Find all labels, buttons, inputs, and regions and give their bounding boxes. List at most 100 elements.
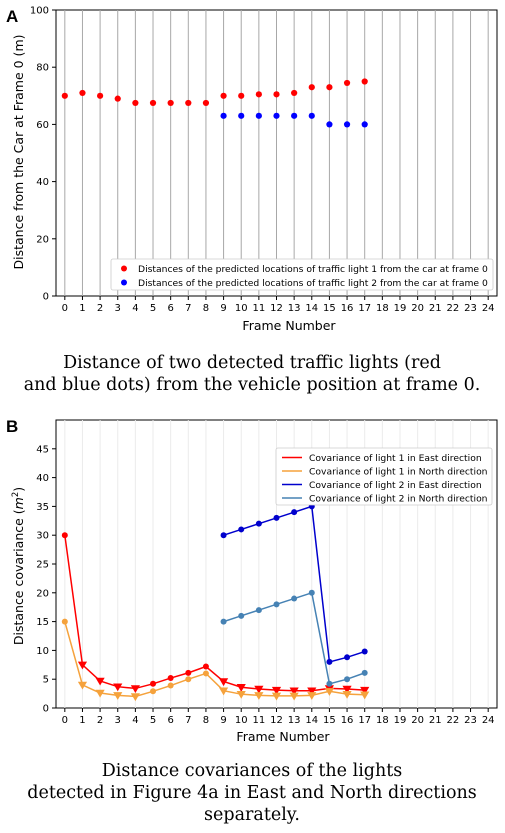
panel-b-x-tick-label: 12 (270, 715, 283, 726)
panel-b-series-0-point (95, 677, 105, 686)
panel-b-series-1-point (236, 690, 246, 699)
panel-b-y-axis-label-unit: m (11, 497, 26, 509)
panel-b-series-2-point (220, 532, 227, 539)
panel-b-y-tick-label: 25 (36, 560, 49, 571)
panel-a-series-0-point (185, 99, 192, 107)
panel-a-series-1-point (326, 121, 333, 128)
panel-a-series-0-point (61, 92, 68, 99)
panel-b-legend-label-light1-east: Covariance of light 1 in East direction (309, 453, 482, 464)
panel-b-x-tick-label: 6 (167, 715, 173, 726)
panel-b-x-tick-label: 22 (447, 715, 460, 726)
panel-a-x-tick-label: 10 (235, 303, 248, 314)
panel-a-series-0-point (132, 99, 139, 107)
panel-b-x-tick-label: 13 (288, 715, 301, 726)
panel-b-series-1-point (95, 689, 105, 698)
panel-b-series-0-point (271, 686, 282, 695)
panel-b-y-tick-label: 15 (36, 617, 49, 628)
panel-a-series-1-point (273, 112, 280, 119)
panel-a-x-tick-label: 17 (358, 303, 371, 314)
panel-b-marks (61, 503, 370, 702)
panel-a-x-tick-label: 7 (185, 303, 191, 314)
panel-b-x-tick-label: 2 (97, 715, 103, 726)
panel-b-series-1-point (113, 692, 123, 700)
panel-a-series-0-point (202, 99, 210, 107)
panel-b-y-tick-label: 5 (43, 675, 49, 686)
panel-a-y-tick-label: 80 (36, 63, 49, 74)
panel-b-series-0-point (236, 684, 246, 692)
panel-b-y-tick-label: 40 (36, 473, 49, 484)
panel-a-letter: A (6, 7, 18, 26)
panel-b-y-ticks: 0 5 10 15 20 25 30 35 40 45 (36, 444, 56, 715)
panel-a-grid (64, 10, 489, 296)
panel-a-x-tick-label: 16 (341, 303, 354, 314)
panel-b-x-axis-label: Frame Number (236, 729, 330, 744)
panel-b-x-tick-label: 10 (235, 715, 248, 726)
panel-b-x-tick-label: 21 (429, 715, 442, 726)
panel-a-x-tick-label: 14 (305, 303, 318, 314)
panel-a-series-0-point (79, 89, 86, 97)
panel-b-y-axis-label-main: Distance covariance ( (11, 509, 26, 645)
panel-a-x-ticks: 0 1 2 3 4 5 6 7 8 9 10 11 12 13 14 15 16 17 18 19 20 21 22 23 24 (62, 296, 495, 314)
panel-b-legend-label-light1-north: Covariance of light 1 in North direction (309, 467, 488, 478)
panel-b-series-0-point (113, 683, 123, 692)
panel-a-x-tick-label: 2 (97, 303, 103, 314)
panel-b-series-0-point (342, 685, 352, 694)
panel-b-series-1-point (342, 690, 352, 699)
panel-b-series-1-point (185, 676, 192, 683)
panel-b-y-tick-label: 45 (36, 444, 49, 455)
panel-b-series-0-point (185, 669, 192, 676)
panel-a-series-1-point (308, 112, 315, 119)
panel-a-series-0-point (255, 91, 262, 98)
panel-a-series-1-point (220, 112, 227, 119)
panel-b-series-0-point (130, 685, 140, 694)
panel-a-y-tick-label: 40 (36, 177, 49, 188)
panel-b-series-0-point (218, 678, 229, 687)
panel-a-series-0-point (149, 99, 157, 107)
panel-b-series-2-point (344, 654, 351, 661)
panel-a-y-tick-label: 20 (36, 234, 49, 245)
panel-b-y-tick-label: 20 (36, 588, 49, 599)
panel-b-series-3-point (291, 595, 298, 602)
panel-b-x-tick-label: 15 (323, 715, 336, 726)
panel-b-x-tick-label: 16 (341, 715, 354, 726)
panel-b-y-axis-label: Distance covariance (m2) (11, 487, 26, 645)
panel-b-series-1-point (324, 688, 335, 696)
panel-b-series-2-point (361, 648, 368, 655)
panel-a-legend-label-light2: Distances of the predicted locations of … (138, 278, 488, 289)
panel-a-x-tick-label: 22 (447, 303, 460, 314)
panel-b-series-3-point (308, 589, 315, 596)
panel-a-series-0-point (273, 91, 280, 98)
panel-b-letter: B (6, 417, 18, 436)
panel-a-x-tick-label: 21 (429, 303, 442, 314)
panel-b-series-1-point (202, 670, 209, 677)
panel-b-series-1-point (360, 691, 370, 700)
panel-b-series-1-point (130, 693, 140, 702)
panel-a-series-0-point (361, 78, 368, 85)
panel-b-y-axis-label-end: ) (11, 487, 26, 492)
panel-b-series-3-point (326, 680, 333, 687)
panel-a-series-0-point (326, 84, 333, 91)
panel-b-series-0-point (77, 661, 88, 670)
panel-a-legend: Distances of the predicted locations of … (110, 258, 494, 291)
panel-a-marks (61, 78, 368, 128)
panel-b-series-1-point (307, 692, 317, 700)
panel-b-series-3-point (344, 676, 351, 683)
panel-b-x-tick-label: 17 (358, 715, 371, 726)
panel-b-x-tick-label: 3 (115, 715, 121, 726)
panel-a-series-0-point (238, 92, 245, 99)
panel-b-series-0-point (307, 687, 317, 696)
panel-a-legend-label-light1: Distances of the predicted locations of … (138, 264, 488, 275)
panel-a-series-0-point (220, 92, 227, 99)
panel-a-x-tick-label: 24 (482, 303, 495, 314)
panel-b-series-1-point (271, 692, 282, 701)
panel-b-series-3-point (238, 612, 245, 619)
panel-b-x-tick-label: 19 (394, 715, 407, 726)
panel-b-series-1-point (77, 681, 88, 690)
panel-a-series-0-point (97, 92, 104, 99)
panel-b-y-tick-label: 35 (36, 502, 49, 513)
panel-a-x-tick-label: 11 (252, 303, 265, 314)
panel-b-x-tick-label: 0 (62, 715, 68, 726)
panel-b-caption-line-1: Distance covariances of the lights (102, 761, 403, 781)
panel-a-y-ticks: 0 20 40 60 80 100 (30, 6, 56, 303)
